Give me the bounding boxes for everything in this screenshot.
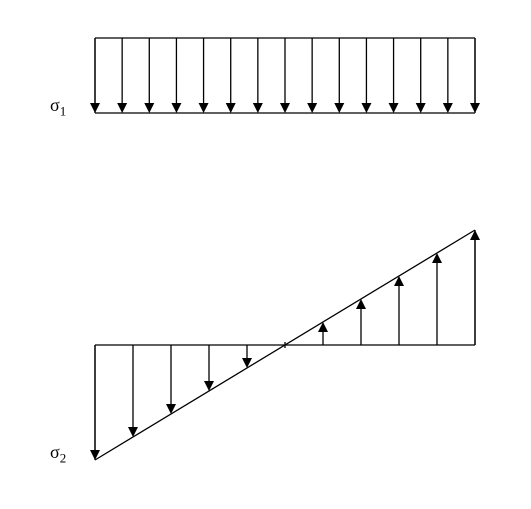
sigma1-subscript: 1 [60,104,67,119]
sigma2-label: σ2 [50,442,66,467]
sigma2-subscript: 2 [60,451,67,466]
sigma1-symbol: σ [50,95,60,115]
stress-diagram-container: σ1 σ2 [0,0,531,509]
sigma1-label: σ1 [50,95,66,120]
stress-diagrams-svg [0,0,531,509]
sigma2-symbol: σ [50,442,60,462]
